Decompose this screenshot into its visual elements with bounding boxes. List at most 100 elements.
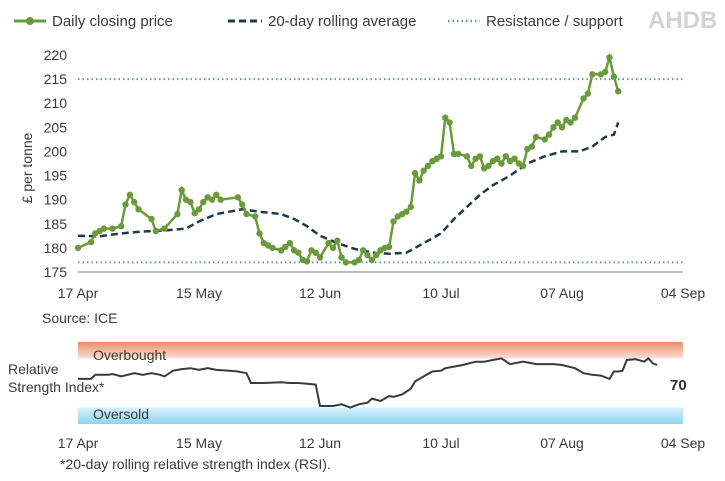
daily-price-point <box>468 162 475 170</box>
daily-price-point <box>334 237 341 244</box>
daily-price-point <box>135 206 142 213</box>
legend-resistance-label: Resistance / support <box>486 13 624 30</box>
daily-price-point <box>74 244 82 252</box>
rolling-average-line <box>77 122 620 255</box>
y-tick-label: 220 <box>44 47 68 63</box>
x-tick-labels-bottom: 17 Apr 15 May 12 Jun 10 Jul 07 Aug 04 Sep <box>58 435 706 451</box>
legend-daily-label: Daily closing price <box>52 13 173 30</box>
daily-price-point <box>325 239 332 247</box>
daily-price-point <box>282 243 289 251</box>
daily-price-point <box>602 68 609 76</box>
footnote: *20-day rolling relative strength index … <box>60 456 331 472</box>
daily-price-point <box>234 194 242 201</box>
daily-price-point <box>437 153 445 160</box>
legend-rolling: 20-day rolling average <box>228 13 416 30</box>
daily-price-point <box>360 247 367 254</box>
daily-price-point <box>243 210 250 218</box>
daily-price-point <box>295 249 302 256</box>
legend-resistance: Resistance / support <box>448 13 624 30</box>
daily-price-point <box>174 210 181 218</box>
daily-price-point <box>126 191 134 198</box>
oversold-band <box>78 407 683 424</box>
daily-price-point <box>494 155 501 162</box>
y-axis-label: £ per tonne <box>19 132 35 203</box>
legend-daily-marker <box>26 17 34 25</box>
y-tick-label: 200 <box>44 143 68 159</box>
ahdb-logo: AHDB <box>648 7 717 34</box>
daily-price-point <box>571 114 579 121</box>
x-tick-label: 15 May <box>176 285 222 301</box>
daily-price-point <box>567 119 574 126</box>
daily-price-point <box>342 259 350 266</box>
daily-price-point <box>87 238 95 246</box>
daily-price-point <box>286 239 293 247</box>
daily-price-point <box>545 131 553 138</box>
daily-price-point <box>195 206 203 213</box>
daily-price-point <box>385 243 393 251</box>
daily-price-point <box>589 71 596 78</box>
x-tick-label: 10 Jul <box>422 435 459 451</box>
legend: Daily closing price 20-day rolling avera… <box>14 13 624 30</box>
daily-price-point <box>532 133 540 141</box>
y-tick-label: 185 <box>44 216 68 232</box>
daily-price-point <box>541 136 548 143</box>
legend-daily: Daily closing price <box>14 13 173 30</box>
x-tick-label: 17 Apr <box>58 435 99 451</box>
daily-price-point <box>217 196 224 203</box>
x-tick-label: 04 Sep <box>661 285 706 301</box>
daily-price-point <box>584 90 592 97</box>
daily-price-point <box>269 244 276 252</box>
daily-price-point <box>122 201 129 208</box>
daily-price-point <box>558 124 566 131</box>
oversold-label: Oversold <box>93 406 149 422</box>
y-tick-label: 210 <box>44 95 68 111</box>
x-tick-labels-top: 17 Apr 15 May 12 Jun 10 Jul 07 Aug 04 Sep <box>58 285 706 301</box>
daily-price-point <box>446 119 453 126</box>
daily-price-point <box>476 153 484 160</box>
daily-price-point <box>498 160 505 167</box>
rsi-title-line1: Relative <box>8 361 59 377</box>
daily-price-point <box>131 198 138 206</box>
daily-price-point <box>411 169 419 177</box>
daily-price-point <box>463 153 471 160</box>
daily-price-point <box>187 198 194 206</box>
legend-rolling-label: 20-day rolling average <box>268 13 416 30</box>
daily-price-point <box>390 218 397 225</box>
x-tick-label: 12 Jun <box>299 285 341 301</box>
daily-price-point <box>606 54 613 61</box>
source-note: Source: ICE <box>42 310 117 326</box>
x-tick-label: 07 Aug <box>540 435 584 451</box>
rsi-line <box>78 357 658 409</box>
daily-price-point <box>403 208 410 215</box>
rsi-value-label: 70 <box>670 377 687 394</box>
daily-price-point <box>373 251 380 259</box>
daily-price-point <box>355 256 363 264</box>
y-tick-labels: 175 180 185 190 195 200 205 210 215 220 <box>44 47 68 280</box>
x-tick-label: 12 Jun <box>299 435 341 451</box>
rsi-title-line2: Strength Index* <box>8 379 105 395</box>
overbought-band <box>78 342 683 359</box>
price-chart: £ per tonne 175 180 185 190 195 200 205 210 215 2… <box>19 47 705 301</box>
y-tick-label: 190 <box>44 192 68 208</box>
y-tick-label: 205 <box>44 119 68 135</box>
x-tick-label: 07 Aug <box>540 285 584 301</box>
x-tick-label: 15 May <box>176 435 222 451</box>
daily-price-point <box>191 210 198 217</box>
rsi-chart: Relative Strength Index* Overbought Over… <box>8 342 705 451</box>
daily-price-point <box>109 225 116 232</box>
daily-price-point <box>178 186 185 194</box>
daily-price-point <box>152 227 159 235</box>
daily-price-point <box>118 223 125 230</box>
daily-price-point <box>528 143 535 150</box>
daily-price-point <box>511 155 518 162</box>
daily-price-point <box>407 203 414 211</box>
y-tick-label: 175 <box>44 264 68 280</box>
daily-price-point <box>455 150 462 158</box>
daily-price-point <box>550 124 557 131</box>
daily-price-point <box>416 177 423 184</box>
daily-price-point <box>338 254 345 261</box>
daily-price-point <box>256 230 263 237</box>
x-tick-label: 10 Jul <box>422 285 459 301</box>
daily-price-point <box>424 162 432 170</box>
